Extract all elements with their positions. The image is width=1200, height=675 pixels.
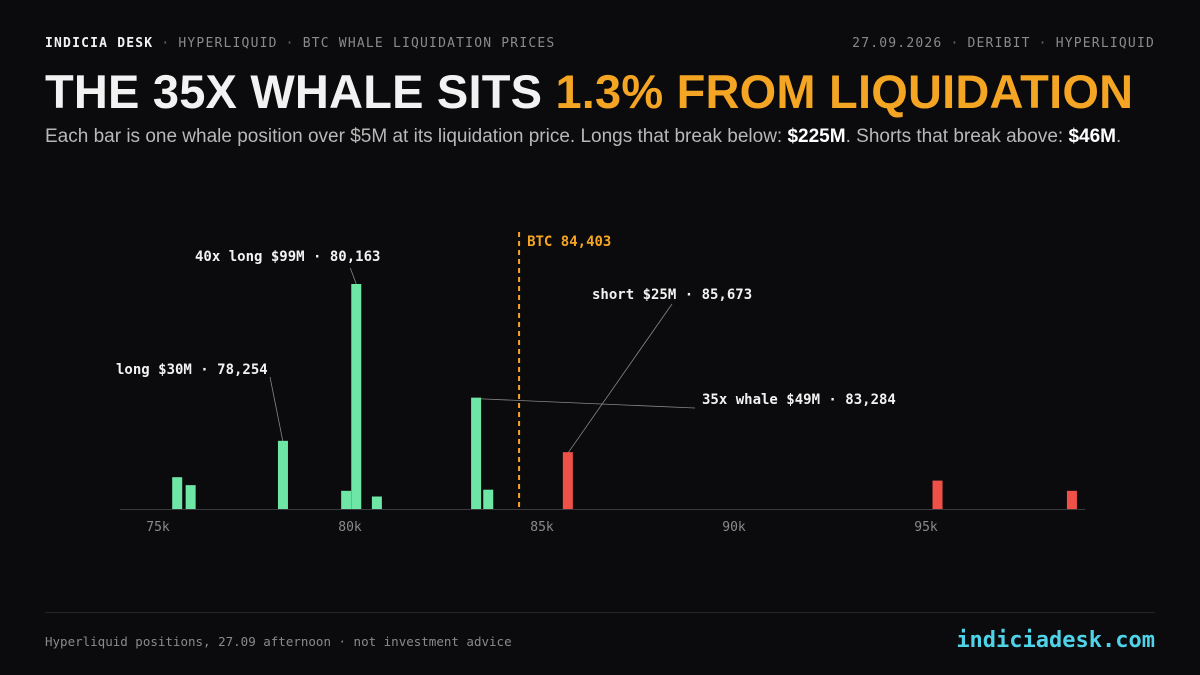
long-bar bbox=[351, 284, 362, 509]
subtitle-text: . bbox=[1115, 126, 1122, 147]
longs-total: $225M bbox=[787, 126, 846, 147]
short-bar bbox=[562, 452, 573, 509]
separator: · bbox=[161, 35, 171, 51]
annotation-leader-line bbox=[349, 267, 357, 285]
long-bar bbox=[185, 485, 196, 509]
section-label: HYPERLIQUID bbox=[178, 35, 278, 51]
source-label: HYPERLIQUID bbox=[1055, 35, 1155, 51]
long-bar bbox=[371, 496, 382, 509]
source-label: DERIBIT bbox=[967, 35, 1031, 51]
short-bar bbox=[932, 480, 943, 509]
top-bar-left: INDICIA DESK · HYPERLIQUID · BTC WHALE LIQUI… bbox=[45, 36, 555, 51]
annotation-label: long $30M · 78,254 bbox=[116, 362, 268, 378]
x-tick-label: 85k bbox=[530, 520, 554, 535]
annotation-label: 35x whale $49M · 83,284 bbox=[702, 392, 896, 408]
annotation-leader-line bbox=[269, 376, 284, 442]
shorts-total: $46M bbox=[1068, 126, 1116, 147]
long-bar bbox=[483, 489, 494, 509]
subtitle-text: . Shorts that break above: bbox=[845, 126, 1069, 147]
annotation-leader-line bbox=[476, 398, 696, 409]
headline-accent: 1.3% FROM LIQUIDATION bbox=[555, 65, 1134, 118]
footer-divider bbox=[45, 612, 1155, 613]
footer-link[interactable]: indiciadesk.com bbox=[956, 628, 1155, 653]
x-tick-label: 95k bbox=[914, 520, 938, 535]
brand-name: INDICIA DESK bbox=[45, 35, 154, 51]
annotation-leader-line bbox=[567, 303, 673, 454]
date-label: 27.09.2026 bbox=[852, 35, 943, 51]
headline-prefix: THE 35X WHALE SITS bbox=[45, 65, 543, 118]
x-tick-label: 75k bbox=[146, 520, 170, 535]
top-bar-right: 27.09.2026 · DERIBIT · HYPERLIQUID bbox=[852, 36, 1155, 51]
x-tick-label: 90k bbox=[722, 520, 746, 535]
annotation-label: 40x long $99M · 80,163 bbox=[195, 249, 380, 265]
separator: · bbox=[285, 35, 295, 51]
long-bar bbox=[172, 477, 183, 509]
x-tick-label: 80k bbox=[338, 520, 362, 535]
separator: · bbox=[1038, 35, 1048, 51]
headline: THE 35X WHALE SITS 1.3% FROM LIQUIDATION bbox=[45, 64, 1133, 120]
subtitle-text: Each bar is one whale position over $5M … bbox=[45, 126, 788, 147]
topic-label: BTC WHALE LIQUIDATION PRICES bbox=[302, 35, 556, 51]
footer-note: Hyperliquid positions, 27.09 afternoon ·… bbox=[45, 634, 512, 649]
long-bar bbox=[277, 440, 288, 509]
short-bar bbox=[1066, 490, 1077, 509]
top-bar: INDICIA DESK · HYPERLIQUID · BTC WHALE LIQUI… bbox=[45, 34, 1155, 52]
annotation-label: short $25M · 85,673 bbox=[592, 287, 752, 303]
long-bar bbox=[341, 490, 352, 509]
subtitle: Each bar is one whale position over $5M … bbox=[45, 124, 1155, 149]
separator: · bbox=[950, 35, 960, 51]
long-bar bbox=[471, 397, 482, 509]
current-price-label: BTC 84,403 bbox=[527, 234, 611, 250]
